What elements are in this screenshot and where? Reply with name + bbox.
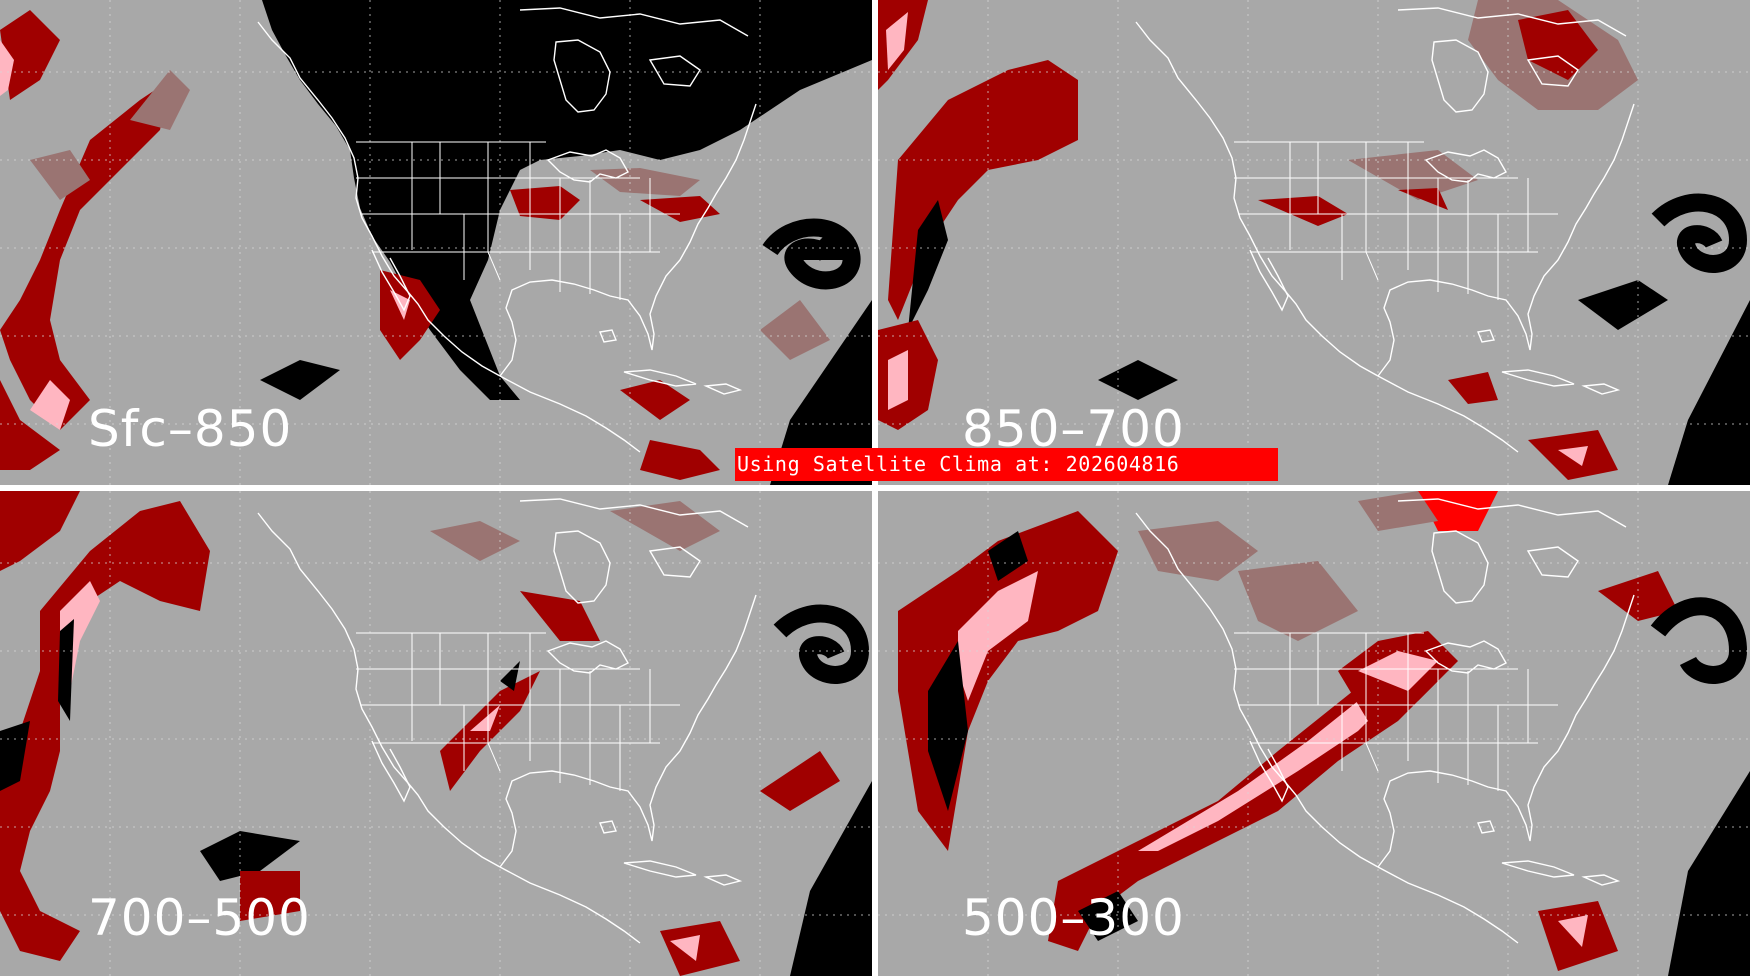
panel-sfc-850-map xyxy=(0,0,872,485)
satellite-clima-banner: Using Satellite Clima at: 202604816 xyxy=(735,448,1278,481)
panel-label-850-700: 850–700 xyxy=(962,400,1185,458)
panel-700-500-map xyxy=(0,491,872,976)
panel-label-500-300: 500–300 xyxy=(962,889,1185,947)
panel-850-700-map xyxy=(878,0,1750,485)
panel-label-sfc-850: Sfc–850 xyxy=(88,400,293,458)
banner-text: Using Satellite Clima at: 202604816 xyxy=(737,452,1180,476)
panel-label-700-500: 700–500 xyxy=(88,889,311,947)
panel-500-300-map xyxy=(878,491,1750,976)
horizontal-divider xyxy=(0,485,1750,491)
